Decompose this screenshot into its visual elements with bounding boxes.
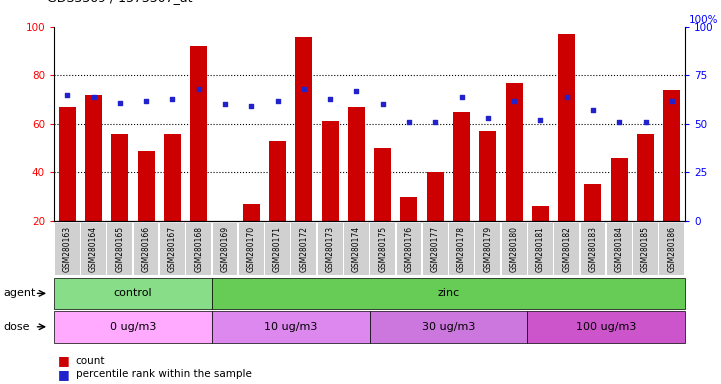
Point [508,98,520,104]
Point [272,98,283,104]
Bar [296,36,312,221]
Point [482,115,494,121]
Bar [374,148,392,221]
Bar [400,197,417,221]
Text: dose: dose [4,322,30,332]
Point [324,96,336,102]
Point [114,99,125,106]
Bar [611,158,628,221]
Text: GSM280166: GSM280166 [141,225,151,272]
Text: zinc: zinc [437,288,459,298]
Point [167,96,178,102]
Text: GDS3369 / 1373307_at: GDS3369 / 1373307_at [47,0,193,4]
Bar [85,95,102,221]
Point [430,119,441,125]
Point [193,86,205,92]
Bar [505,83,523,221]
Text: 100 ug/m3: 100 ug/m3 [576,322,636,332]
Text: GSM280177: GSM280177 [430,225,440,272]
Text: GSM280184: GSM280184 [615,226,624,271]
Point [141,98,152,104]
Point [640,119,651,125]
Point [298,86,309,92]
Text: ■: ■ [58,368,69,381]
Point [88,94,99,100]
Bar [243,204,260,221]
Text: GSM280167: GSM280167 [168,225,177,272]
Bar [427,172,443,221]
Bar [479,131,496,221]
Text: GSM280186: GSM280186 [668,226,676,271]
Bar [269,141,286,221]
Point [587,107,598,113]
Text: GSM280163: GSM280163 [63,225,71,272]
Point [350,88,362,94]
Text: GSM280183: GSM280183 [588,226,598,271]
Point [403,119,415,125]
Bar [532,206,549,221]
Bar [637,134,654,221]
Bar [138,151,154,221]
Point [245,103,257,109]
Text: 10 ug/m3: 10 ug/m3 [264,322,317,332]
Text: GSM280165: GSM280165 [115,225,124,272]
Text: percentile rank within the sample: percentile rank within the sample [76,369,252,379]
Text: GSM280172: GSM280172 [299,226,309,271]
Point [456,94,467,100]
Text: GSM280175: GSM280175 [378,225,387,272]
Bar [164,134,181,221]
Text: control: control [114,288,152,298]
Text: agent: agent [4,288,36,298]
Bar [190,46,207,221]
Text: GSM280168: GSM280168 [194,226,203,271]
Text: GSM280179: GSM280179 [483,225,492,272]
Bar [453,112,470,221]
Point [614,119,625,125]
Text: ■: ■ [58,354,69,367]
Bar [348,107,365,221]
Point [666,98,678,104]
Point [61,92,73,98]
Text: GSM280176: GSM280176 [404,225,413,272]
Text: GSM280164: GSM280164 [89,225,98,272]
Text: GSM280180: GSM280180 [510,226,518,271]
Point [534,117,546,123]
Text: 0 ug/m3: 0 ug/m3 [110,322,156,332]
Point [561,94,572,100]
Text: GSM280169: GSM280169 [221,225,229,272]
Text: GSM280173: GSM280173 [326,225,335,272]
Text: count: count [76,356,105,366]
Text: GSM280178: GSM280178 [457,226,466,271]
Text: GSM280170: GSM280170 [247,225,256,272]
Text: GSM280182: GSM280182 [562,226,571,271]
Bar [558,34,575,221]
Bar [585,184,601,221]
Text: GSM280185: GSM280185 [641,226,650,271]
Text: 30 ug/m3: 30 ug/m3 [422,322,475,332]
Text: 100%: 100% [689,15,719,25]
Text: GSM280174: GSM280174 [352,225,361,272]
Bar [322,121,339,221]
Point [377,101,389,108]
Text: GSM280181: GSM280181 [536,226,545,271]
Text: GSM280171: GSM280171 [273,226,282,271]
Bar [663,90,681,221]
Point [219,101,231,108]
Bar [111,134,128,221]
Bar [58,107,76,221]
